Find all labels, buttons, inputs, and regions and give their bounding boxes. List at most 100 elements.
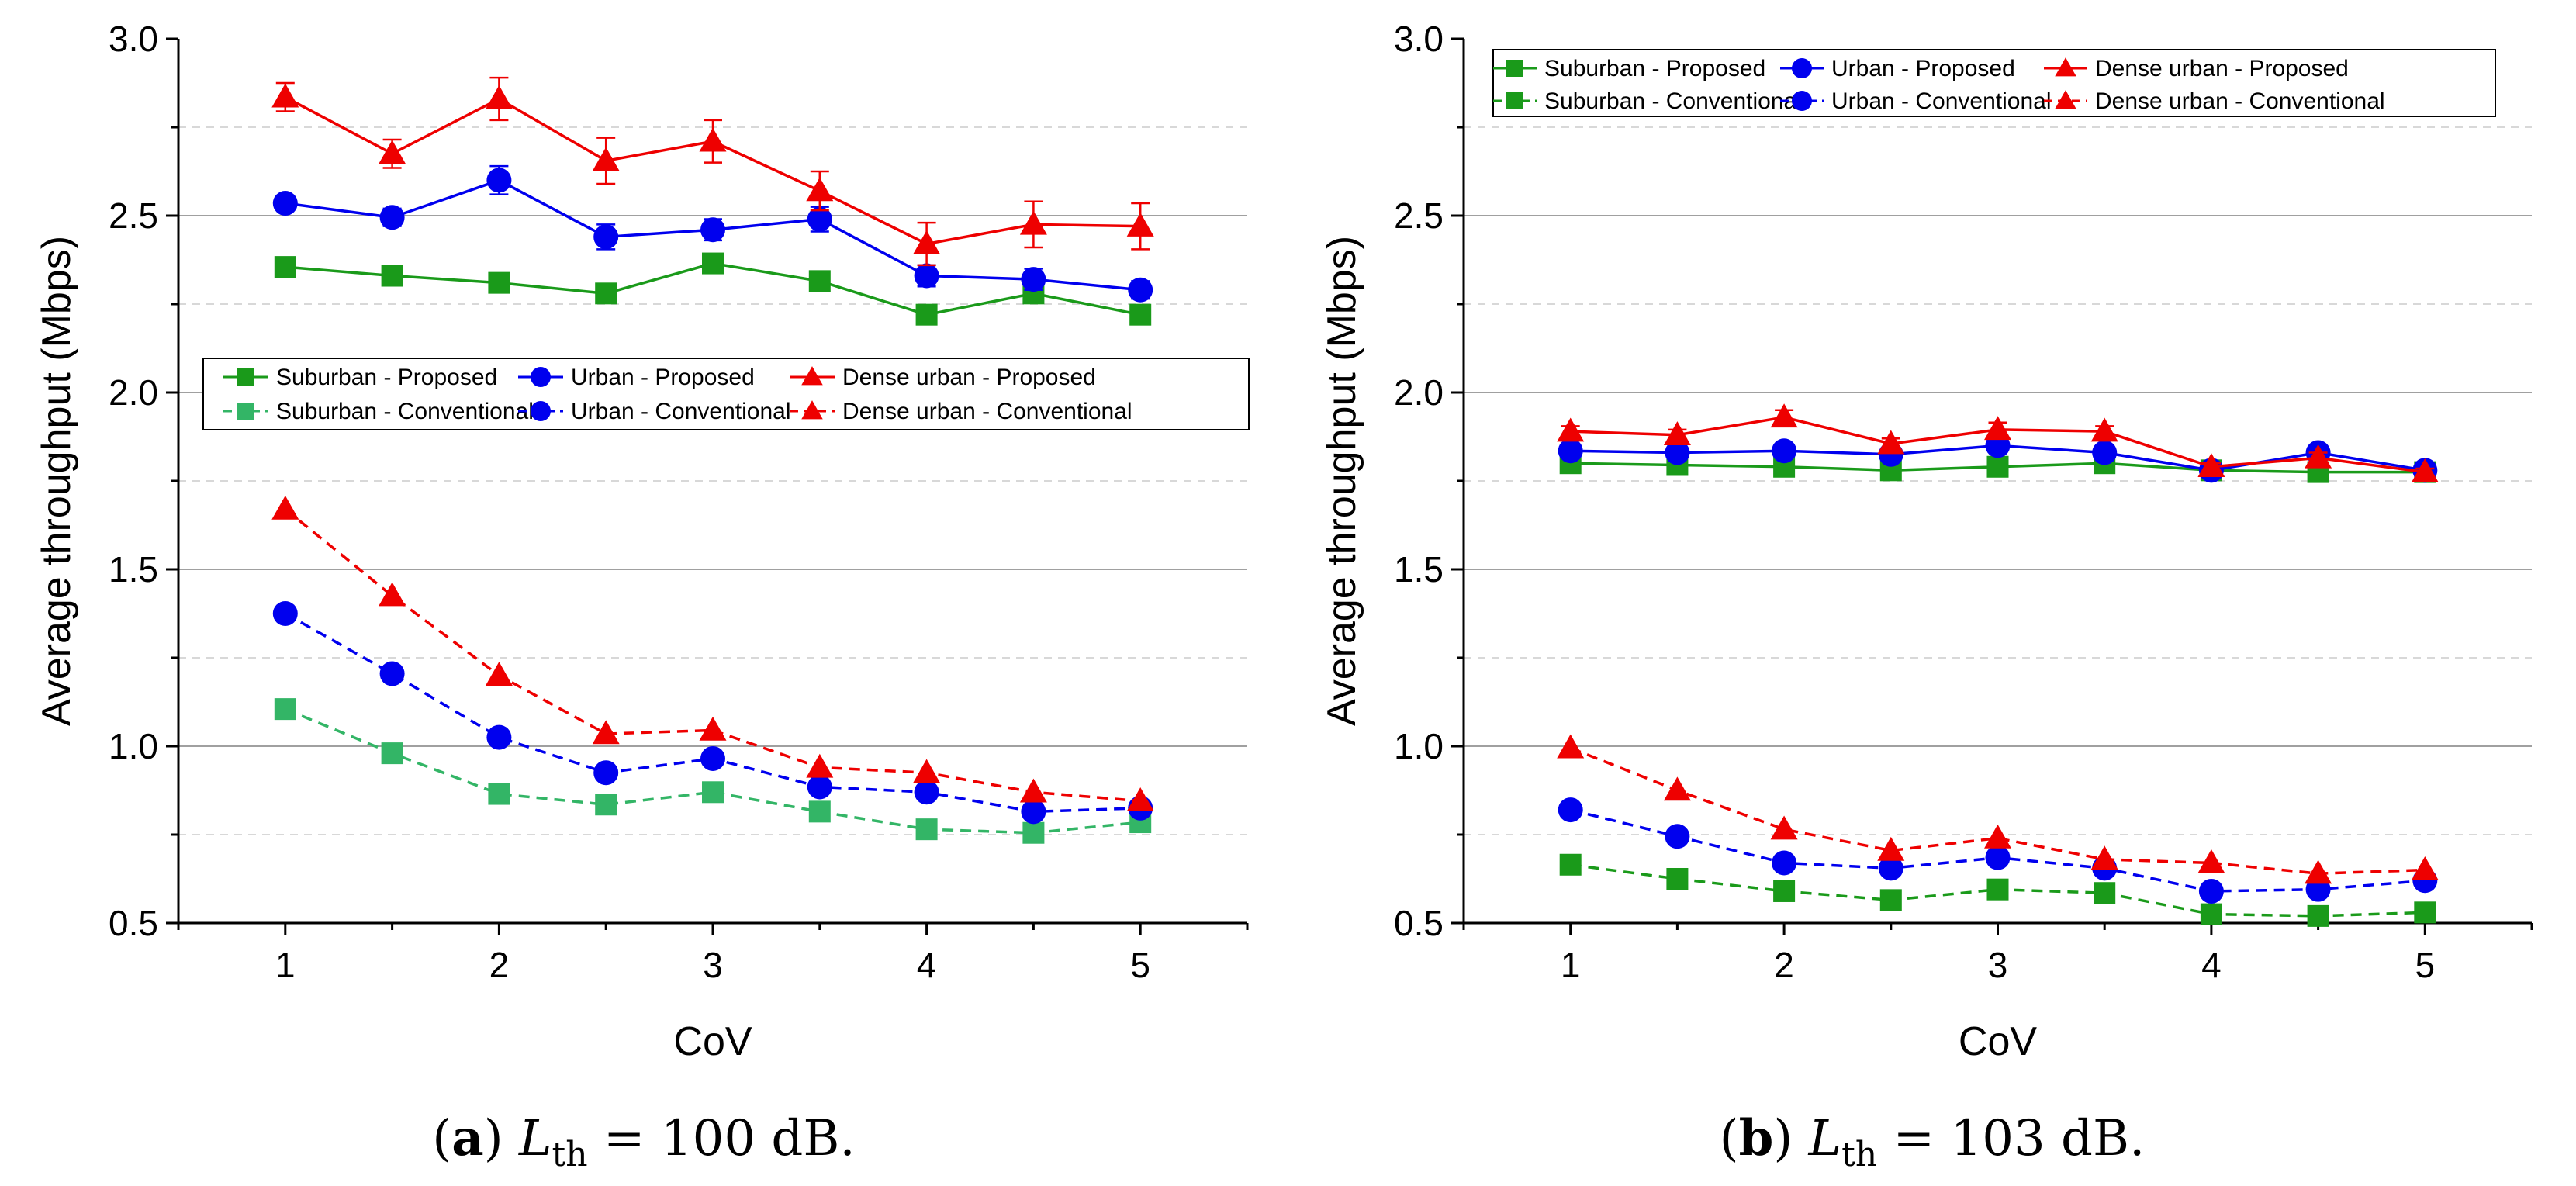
data-point	[593, 224, 619, 250]
data-point	[488, 783, 510, 805]
chart-b: 0.5 1.0 1.5 2.0 2.5 3.0 1 2 3 4 5 CoV Average throug…	[1319, 19, 2533, 1064]
y-tick-label: 2.5	[1394, 195, 1444, 236]
data-point	[1126, 787, 1154, 811]
caption-subscript: th	[1841, 1134, 1878, 1174]
data-point	[700, 217, 725, 243]
caption-a: (a) Lth = 100 dB.	[432, 1109, 856, 1174]
data-point	[272, 191, 298, 216]
data-point	[1878, 856, 1903, 881]
legend-label: Urban - Conventional	[571, 399, 791, 424]
data-point	[1021, 267, 1046, 292]
x-axis-label: CoV	[673, 1019, 752, 1064]
data-point	[272, 601, 298, 626]
legend-marker	[801, 366, 823, 386]
data-point	[699, 716, 727, 741]
x-tick-label: 2	[1774, 945, 1794, 985]
data-point	[488, 271, 510, 294]
data-point	[1877, 430, 1905, 455]
data-point	[1984, 416, 2011, 441]
data-point	[1126, 213, 1154, 237]
data-point	[1128, 277, 1153, 303]
data-point	[1986, 455, 2009, 478]
data-point	[1877, 836, 1905, 861]
data-point	[806, 177, 834, 202]
data-point	[1019, 778, 1047, 803]
data-point	[1665, 824, 1690, 849]
caption-subscript: th	[552, 1134, 588, 1174]
caption-equation: = 100 dB.	[603, 1110, 856, 1167]
data-point	[806, 753, 834, 778]
data-point	[1663, 776, 1691, 801]
data-point	[807, 206, 832, 232]
y-tick-label: 1.0	[1394, 726, 1444, 766]
data-point	[702, 781, 724, 804]
data-point	[699, 127, 727, 152]
series-dense-urban-conventional	[1557, 734, 2439, 884]
chart-a: 0.5 1.0 1.5 2.0 2.5 3.0 1 2 3 4 5 CoV Average throug…	[34, 19, 1250, 1064]
x-tick-label: 1	[275, 945, 296, 985]
caption-panel-label: b	[1738, 1109, 1774, 1167]
y-axis-label: Average throughput (Mbps)	[1319, 236, 1364, 726]
data-point	[914, 780, 939, 805]
data-point	[913, 230, 941, 254]
caption-equation: = 103 dB.	[1893, 1110, 2146, 1167]
x-tick-label: 3	[703, 945, 723, 985]
y-tick-label: 1.5	[109, 549, 158, 590]
legend-marker	[2055, 57, 2076, 77]
series-dense-urban-proposed	[271, 76, 1154, 267]
data-point	[486, 724, 512, 750]
data-point	[1019, 210, 1047, 235]
data-point	[808, 800, 831, 823]
data-point	[1558, 797, 1583, 823]
series-line	[285, 707, 1141, 835]
data-point	[2092, 440, 2118, 465]
series-suburban-proposed	[274, 252, 1152, 326]
legend-label: Suburban - Proposed	[1544, 56, 1765, 81]
legend: Suburban - Proposed Urban - Proposed Dense…	[202, 358, 1250, 430]
series-suburban-conventional	[274, 698, 1152, 844]
y-axis-label: Average throughput (Mbps)	[34, 236, 79, 726]
legend-label: Urban - Proposed	[571, 365, 755, 390]
chart-panel-b: 0.5 1.0 1.5 2.0 2.5 3.0 1 2 3 4 5 CoV Average throug…	[1288, 0, 2576, 1186]
data-point	[1129, 303, 1152, 326]
legend-marker	[1792, 91, 1812, 111]
data-point	[592, 147, 620, 171]
y-tick-label: 3.0	[109, 19, 158, 59]
data-point	[1557, 734, 1585, 759]
x-tick-label: 4	[917, 945, 937, 985]
legend-label: Suburban - Conventional	[1544, 88, 1802, 114]
data-point	[1770, 403, 1798, 428]
data-point	[702, 252, 724, 275]
y-tick-label: 3.0	[1394, 19, 1444, 59]
x-tick-label: 3	[1988, 945, 2008, 985]
caption-variable: L	[1808, 1110, 1842, 1167]
data-point	[485, 662, 513, 686]
legend-marker	[237, 403, 254, 420]
x-tick-label: 2	[489, 945, 510, 985]
data-point	[808, 270, 831, 292]
series-dense-urban-proposed	[1557, 403, 2439, 482]
legend-box	[202, 358, 1250, 430]
data-point	[2307, 904, 2329, 927]
legend-label: Suburban - Proposed	[276, 365, 497, 390]
data-point	[914, 263, 939, 289]
legend-marker	[237, 368, 254, 386]
data-point	[379, 582, 406, 607]
data-point	[2305, 444, 2332, 469]
y-tick-label: 1.0	[109, 726, 158, 766]
data-point	[379, 661, 405, 686]
data-point	[1985, 845, 2011, 870]
x-axis-label: CoV	[1959, 1019, 2037, 1064]
legend-marker	[1506, 60, 1523, 77]
data-point	[807, 774, 832, 800]
data-point	[2411, 856, 2439, 880]
legend-label: Urban - Proposed	[1831, 56, 2015, 81]
data-point	[2198, 878, 2224, 904]
legend-marker	[531, 401, 551, 421]
data-point	[381, 265, 403, 287]
legend-marker	[1792, 58, 1812, 78]
data-point	[274, 698, 296, 721]
data-point	[1772, 438, 1797, 464]
legend-box	[1492, 49, 2496, 117]
data-point	[271, 495, 299, 520]
